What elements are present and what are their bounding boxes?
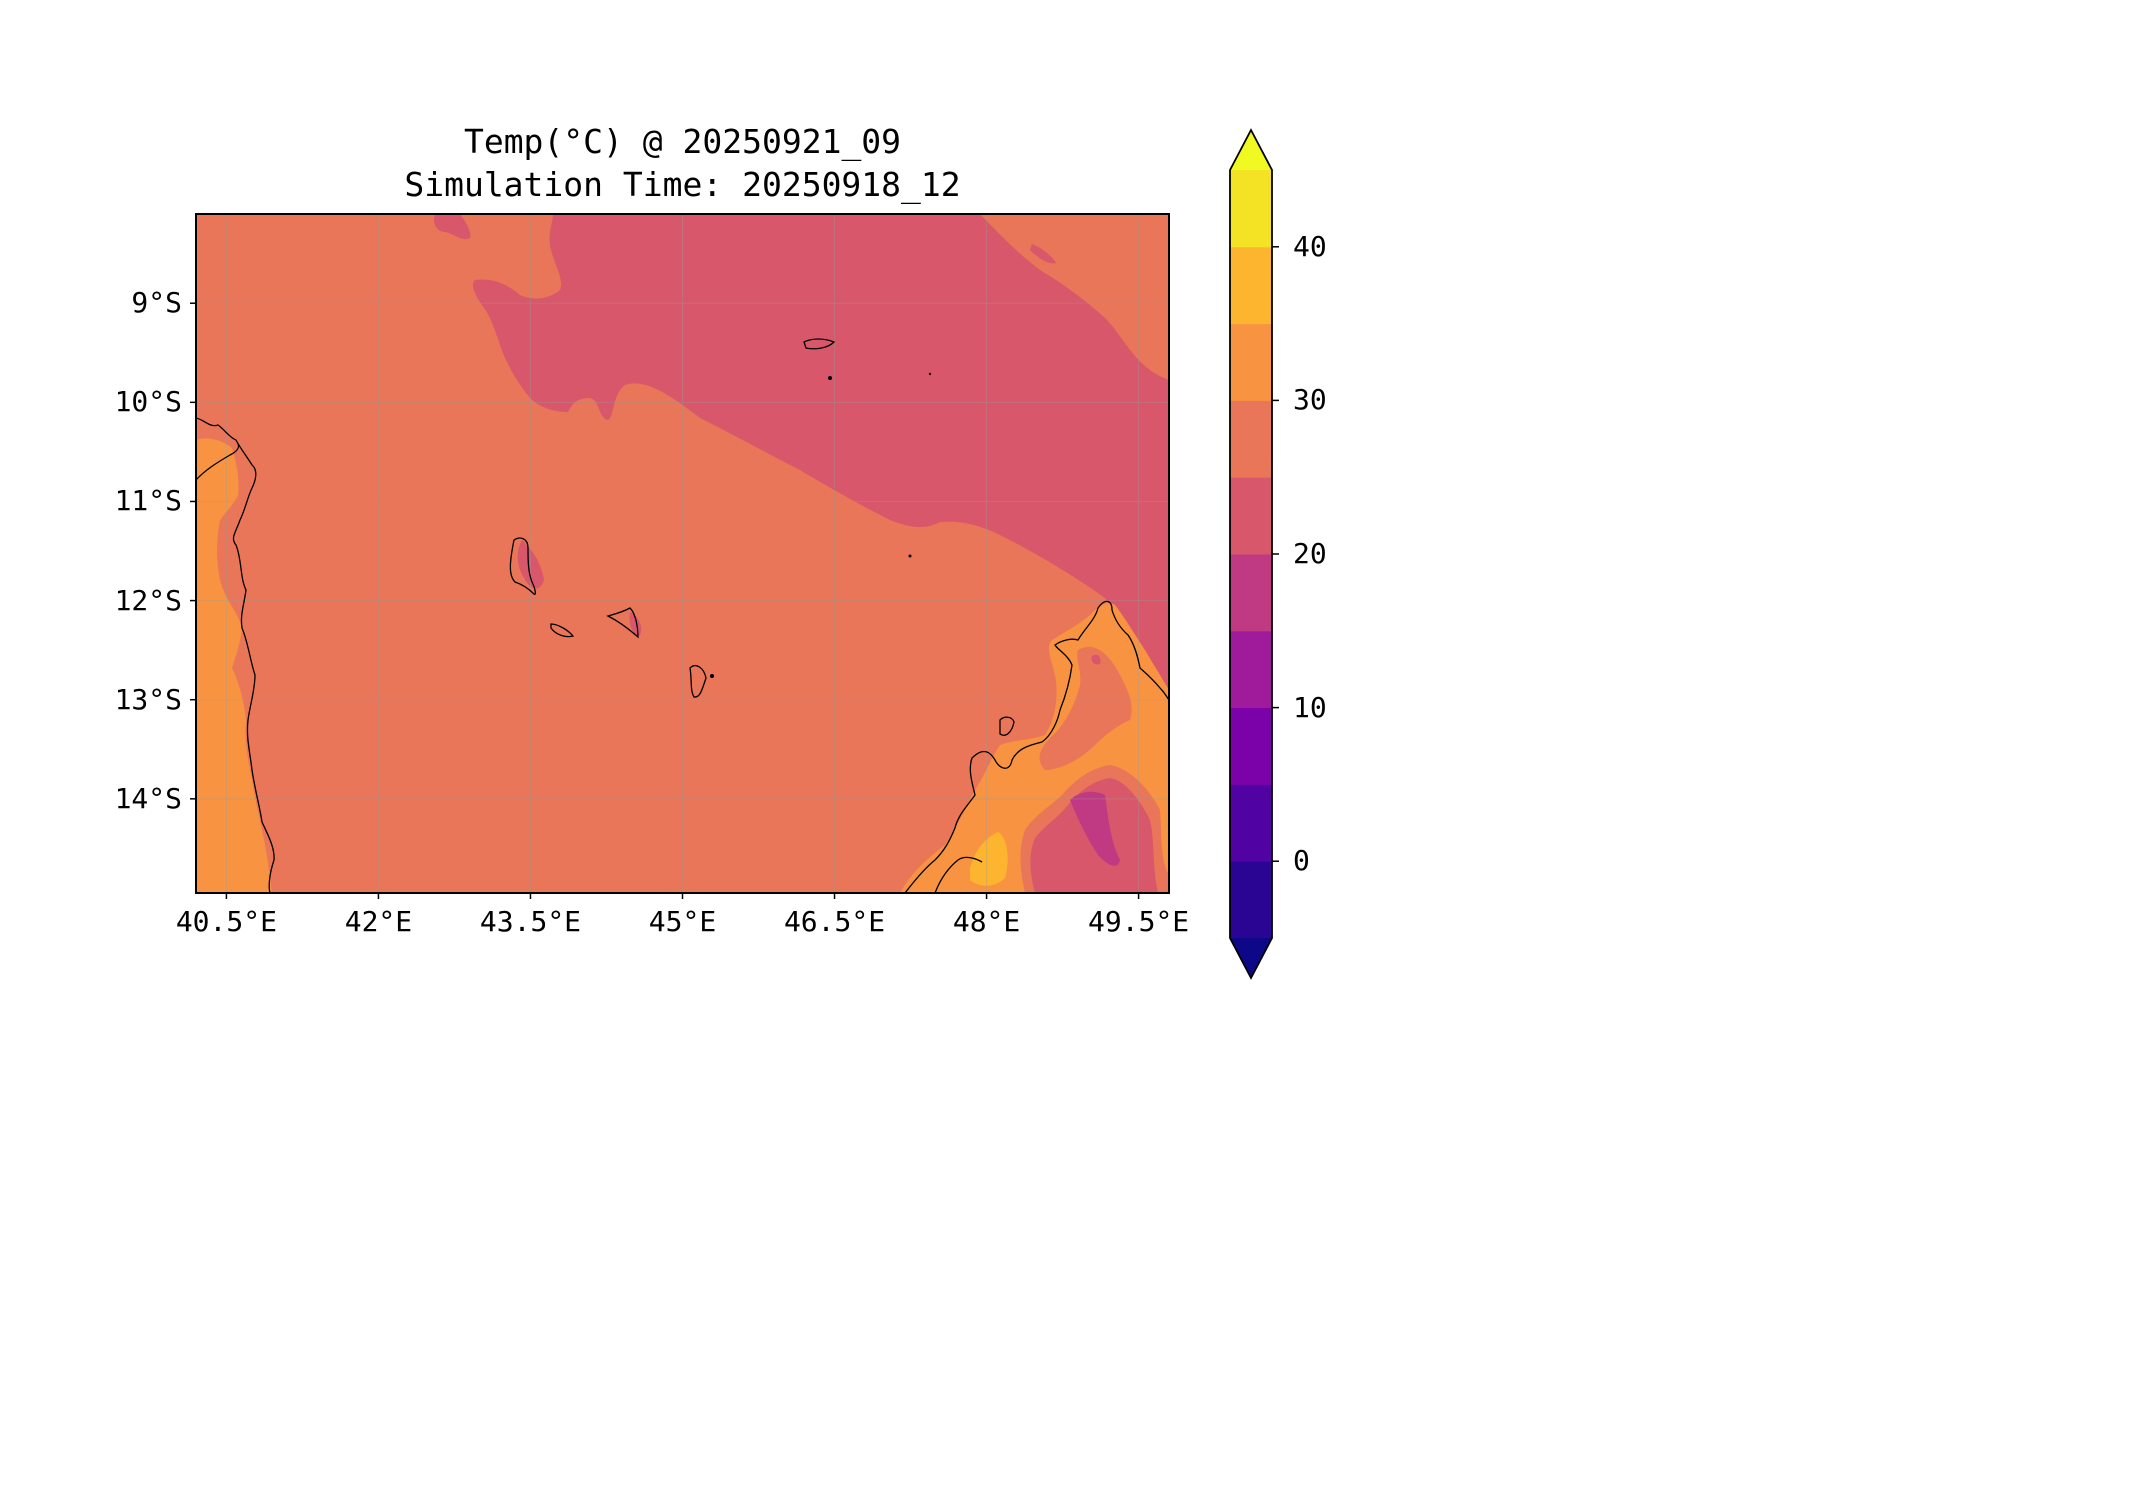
colorbar-band xyxy=(1230,323,1272,401)
colorbar-tick-label: 0 xyxy=(1293,844,1310,878)
small-islets xyxy=(710,372,932,678)
map-subtitle: Simulation Time: 20250918_12 xyxy=(404,165,961,204)
mayotte-island xyxy=(689,664,707,698)
colorbar xyxy=(1229,128,1279,980)
nosy-be-island xyxy=(999,716,1015,736)
grande-comore-island xyxy=(509,537,536,596)
map-title: Temp(°C) @ 20250921_09 xyxy=(463,122,902,161)
x-tick-label: 49.5°E xyxy=(1088,905,1190,938)
x-tick-label: 40.5°E xyxy=(175,905,277,938)
colorbar-tick-label: 20 xyxy=(1293,537,1327,570)
colorbar-extend-under xyxy=(1230,938,1272,978)
x-tick-label: 45°E xyxy=(648,905,717,938)
y-tick-label: 14°S xyxy=(114,781,182,815)
coastlines xyxy=(196,338,1169,893)
colorbar-tick-label: 10 xyxy=(1293,690,1327,724)
band-20-25-anjouan-patch xyxy=(629,612,642,636)
band-30-35-west xyxy=(196,438,272,893)
colorbar-band xyxy=(1230,246,1272,325)
band-20-25-ne-patch xyxy=(1030,244,1056,264)
colorbar-band xyxy=(1230,554,1272,632)
map-canvas xyxy=(190,128,1279,980)
x-tick-label: 48°E xyxy=(952,905,1021,938)
y-tick-label: 10°S xyxy=(114,385,182,419)
coastline-mafia xyxy=(196,443,240,481)
band-35-40-madagascar xyxy=(970,832,1008,886)
colorbar-band xyxy=(1230,630,1272,709)
madagascar-west-coast xyxy=(934,856,983,893)
colorbar-band xyxy=(1230,477,1272,555)
y-tick-label: 13°S xyxy=(114,682,182,716)
band-20-25-mada-north xyxy=(1091,654,1101,665)
colorbar-tick-label: 40 xyxy=(1293,229,1327,263)
band-15-20-madagascar xyxy=(1070,791,1120,866)
colorbar-outline xyxy=(1229,128,1273,980)
colorbar-band xyxy=(1230,170,1272,248)
colorbar-band xyxy=(1230,707,1272,785)
colorbar-band xyxy=(1230,861,1272,939)
band-20-25-comoros-patch xyxy=(517,540,544,589)
colorbar-tick-label: 30 xyxy=(1293,383,1327,417)
aldabra-atoll xyxy=(803,338,836,350)
y-tick-label: 9°S xyxy=(131,286,182,320)
madagascar-coast xyxy=(904,600,1169,893)
temperature-field xyxy=(196,214,1169,893)
axis-ticks xyxy=(190,302,1140,899)
colorbar-band xyxy=(1230,400,1272,478)
x-tick-label: 46.5°E xyxy=(783,905,886,938)
band-25-30-madagascar-interior xyxy=(1039,646,1132,770)
moheli-island xyxy=(550,623,575,638)
band-20-25-northeast xyxy=(472,214,1169,700)
y-tick-label: 12°S xyxy=(114,583,182,617)
band-20-25-north-patch xyxy=(434,214,471,240)
gridlines xyxy=(196,214,1169,893)
x-tick-label: 42°E xyxy=(344,905,413,938)
colorbar-band xyxy=(1230,784,1272,862)
coastline-africa xyxy=(196,417,275,893)
y-tick-label: 11°S xyxy=(114,484,182,518)
x-tick-label: 43.5°E xyxy=(479,905,582,938)
anjouan-island xyxy=(606,607,639,639)
colorbar-extend-over xyxy=(1230,130,1272,170)
map-figure: Temp(°C) @ 20250921_09 Simulation Time: … xyxy=(114,122,1327,980)
